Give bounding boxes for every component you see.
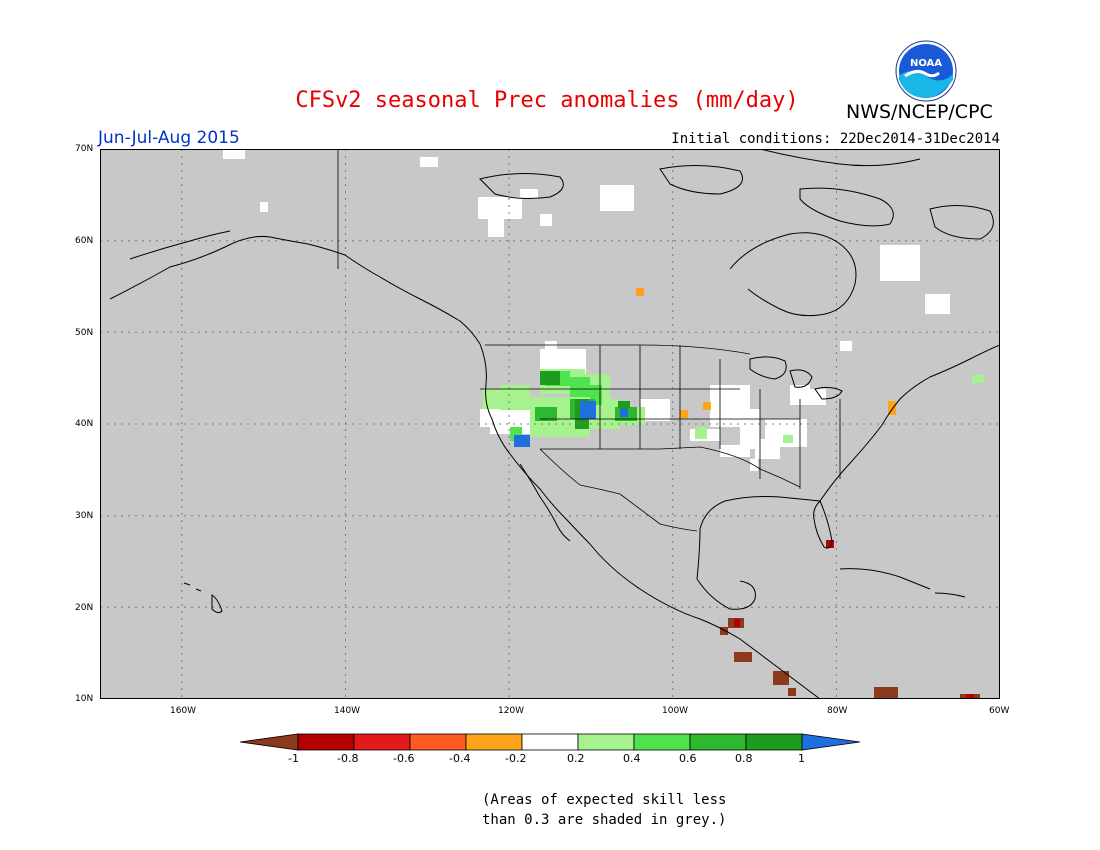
svg-text:NOAA: NOAA bbox=[910, 58, 942, 69]
colorbar-label: -0.8 bbox=[337, 752, 359, 765]
colorbar-label: -0.4 bbox=[449, 752, 471, 765]
forecast-period: Jun-Jul-Aug 2015 bbox=[98, 128, 240, 148]
colorbar-label: 0.8 bbox=[735, 752, 753, 765]
colorbar-label: 0.6 bbox=[679, 752, 697, 765]
lat-label-60n: 60N bbox=[75, 236, 94, 246]
lon-label-100w: 100W bbox=[662, 706, 689, 716]
colorbar-label: -1 bbox=[288, 752, 299, 765]
skill-note-line2: than 0.3 are shaded in grey.) bbox=[482, 812, 727, 828]
noaa-logo: NOAA bbox=[895, 40, 957, 102]
organization-label: NWS/NCEP/CPC bbox=[846, 101, 993, 123]
political-borders bbox=[337, 149, 841, 532]
lat-label-50n: 50N bbox=[75, 328, 94, 338]
lat-label-70n: 70N bbox=[75, 144, 94, 154]
precip-anomaly-map bbox=[100, 149, 1000, 699]
colorbar-label: 0.2 bbox=[567, 752, 585, 765]
colorbar-label: 1 bbox=[798, 752, 805, 765]
initial-conditions: Initial conditions: 22Dec2014-31Dec2014 bbox=[671, 131, 1000, 147]
colorbar-label: -0.2 bbox=[505, 752, 527, 765]
lon-label-120w: 120W bbox=[498, 706, 525, 716]
lon-label-140w: 140W bbox=[334, 706, 361, 716]
colorbar-label: 0.4 bbox=[623, 752, 641, 765]
lat-label-10n: 10N bbox=[75, 694, 94, 704]
color-bar bbox=[240, 733, 861, 751]
lat-label-30n: 30N bbox=[75, 511, 94, 521]
lon-label-160w: 160W bbox=[170, 706, 197, 716]
skill-note-line1: (Areas of expected skill less bbox=[482, 792, 727, 808]
lon-label-80w: 80W bbox=[827, 706, 848, 716]
colorbar-label: -0.6 bbox=[393, 752, 415, 765]
chart-title: CFSv2 seasonal Prec anomalies (mm/day) bbox=[295, 88, 799, 113]
negative-anomaly-areas bbox=[636, 288, 980, 699]
graticule bbox=[100, 149, 1000, 699]
coastlines bbox=[109, 149, 1000, 699]
lat-label-20n: 20N bbox=[75, 603, 94, 613]
lat-label-40n: 40N bbox=[75, 419, 94, 429]
strong-positive-areas bbox=[514, 401, 628, 447]
lon-label-60w: 60W bbox=[989, 706, 1010, 716]
